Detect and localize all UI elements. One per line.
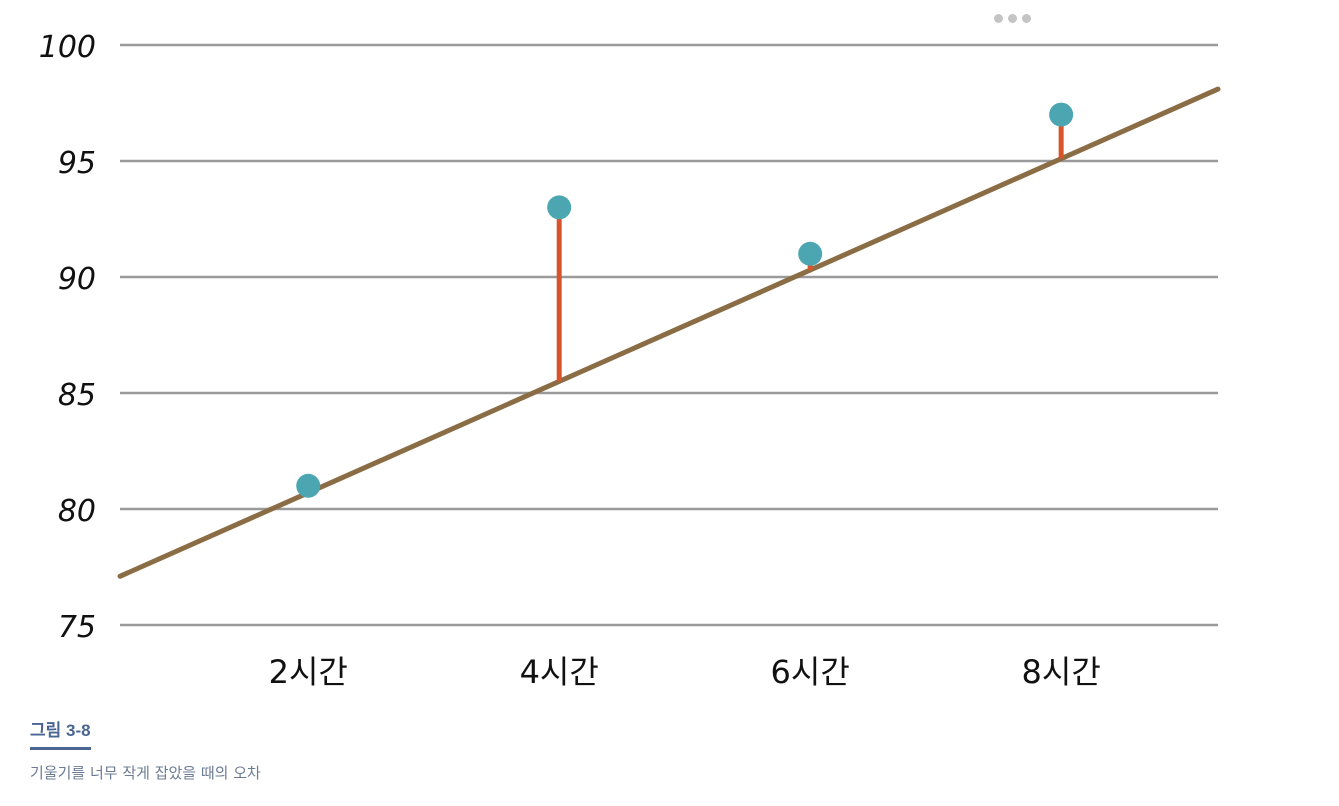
y-tick-label: 80 (58, 494, 96, 529)
figure-label: 그림 3-8 (30, 716, 91, 750)
more-dot (1021, 13, 1031, 23)
figure-caption: 그림 3-8 기울기를 너무 작게 잡았을 때의 오차 (30, 716, 261, 783)
residual-lines (305, 114, 1064, 493)
x-category-label: 2시간 (269, 653, 348, 691)
x-category-labels: 2시간 4시간 6시간 8시간 (269, 653, 1101, 691)
y-tick-label: 90 (58, 262, 96, 297)
x-category-label: 8시간 (1022, 653, 1101, 691)
data-point (798, 241, 823, 266)
y-tick-labels: 75 80 85 90 95 100 (39, 30, 96, 645)
y-tick-label: 75 (58, 610, 96, 645)
grid-lines (120, 43, 1218, 627)
data-point (1049, 102, 1074, 127)
data-point (296, 473, 321, 498)
figure-caption-text: 기울기를 너무 작게 잡았을 때의 오차 (30, 764, 261, 782)
x-category-label: 4시간 (520, 653, 599, 691)
y-tick-label: 100 (39, 30, 96, 65)
data-point (547, 195, 572, 220)
chart: 75 80 85 90 95 100 2시간 4시간 6시간 8시간 (39, 30, 1221, 691)
data-points (296, 102, 1074, 498)
more-options-icon[interactable] (986, 8, 1038, 28)
more-dot (1007, 13, 1017, 23)
more-dot (993, 13, 1003, 23)
y-tick-label: 95 (58, 146, 96, 181)
y-tick-label: 85 (58, 378, 96, 413)
x-category-label: 6시간 (771, 653, 850, 691)
